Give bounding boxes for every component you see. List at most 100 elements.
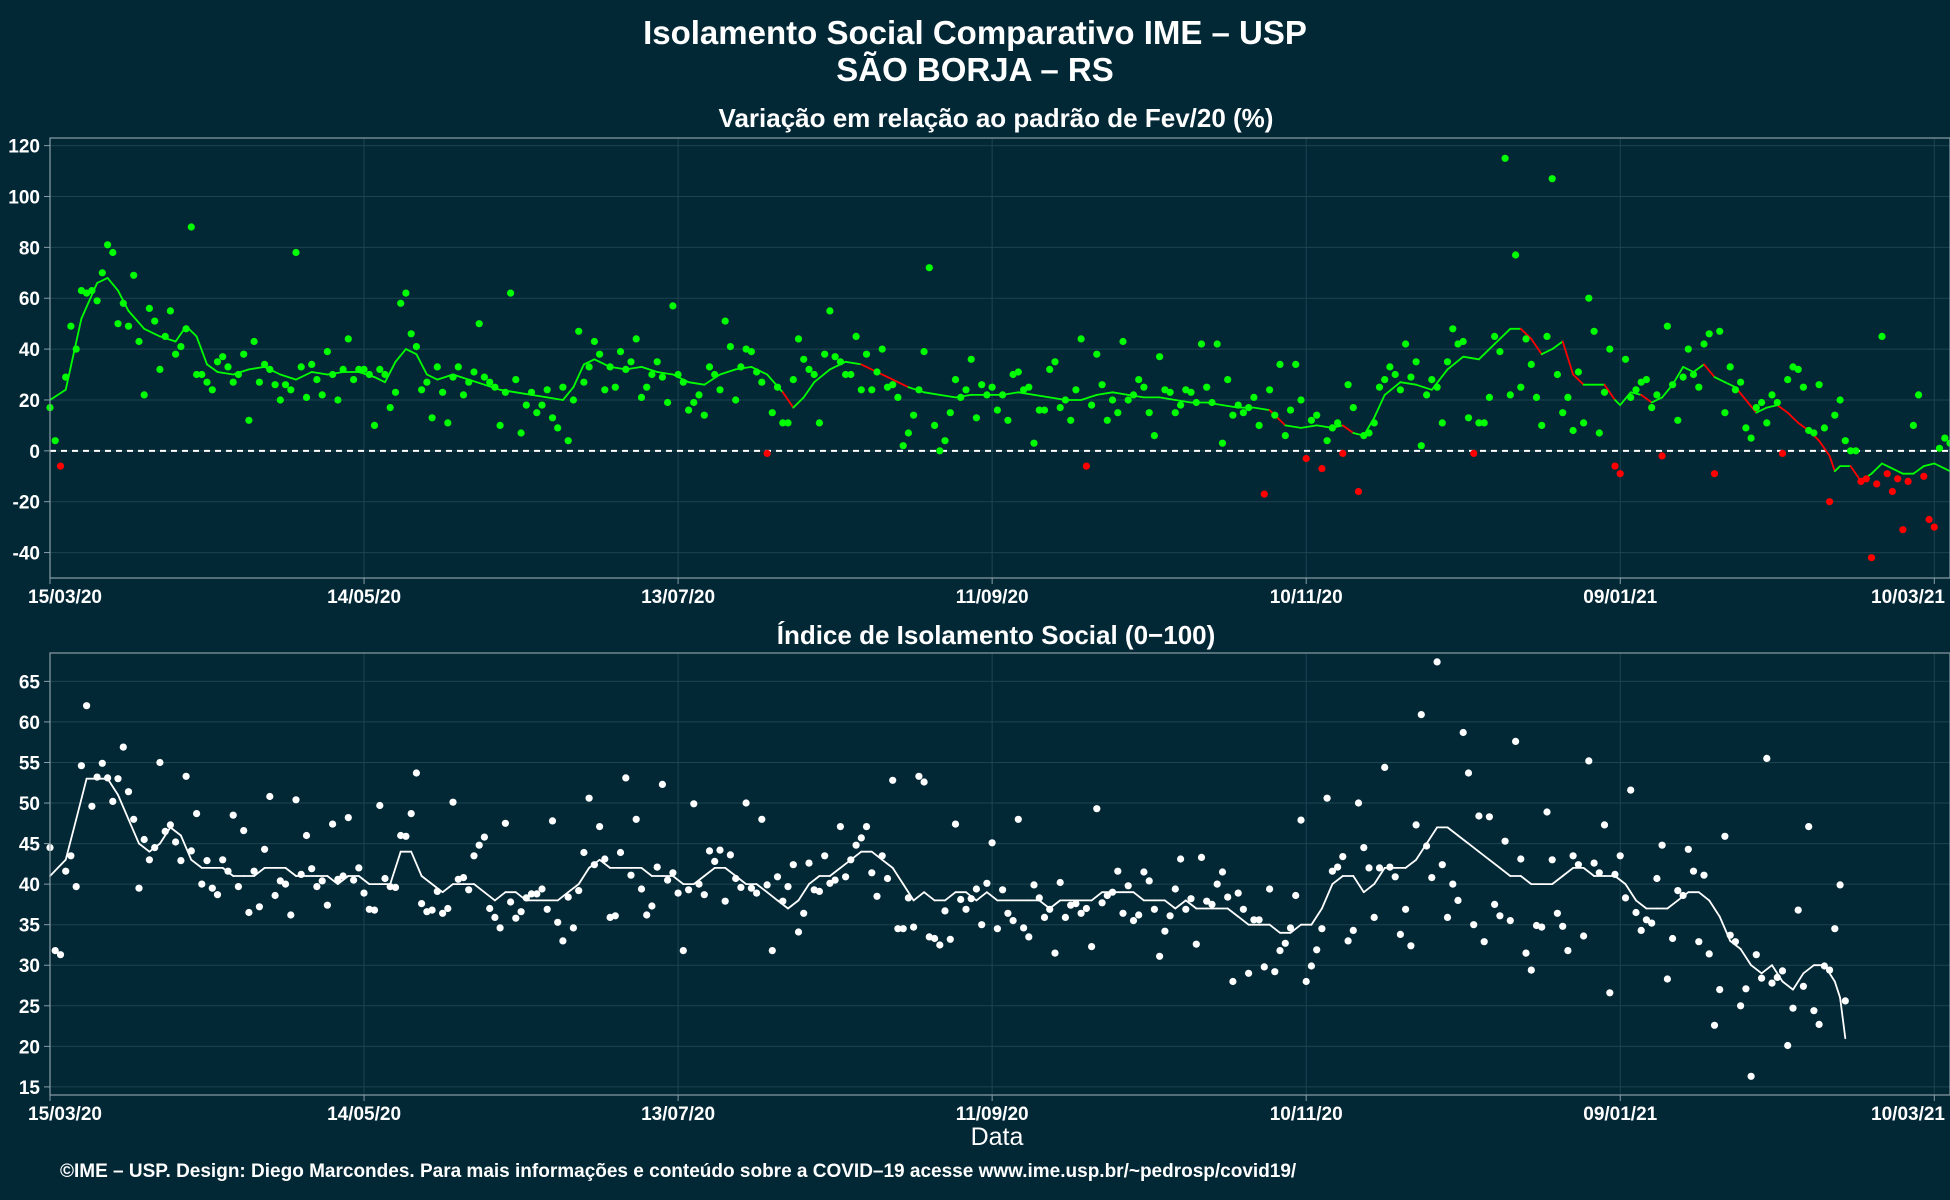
data-point: [1548, 175, 1556, 183]
data-point: [360, 889, 368, 897]
data-point: [533, 890, 541, 898]
data-point: [1412, 821, 1420, 829]
data-point: [1166, 388, 1174, 396]
data-point: [193, 370, 201, 379]
x-tick-label: 13/07/20: [641, 1104, 715, 1125]
data-point: [1742, 424, 1750, 432]
data-point: [1129, 917, 1138, 925]
trend-segment: [1462, 355, 1480, 361]
data-point: [234, 370, 242, 379]
data-point: [1145, 877, 1153, 885]
data-point: [433, 363, 441, 371]
data-point: [62, 373, 70, 381]
data-point: [276, 396, 284, 404]
data-point: [1726, 363, 1734, 371]
data-point: [538, 885, 546, 893]
data-point: [622, 365, 630, 373]
data-point: [465, 886, 473, 894]
trend-segment: [1373, 393, 1386, 419]
data-point: [261, 360, 269, 368]
data-point: [1208, 398, 1216, 407]
data-point: [1459, 728, 1467, 737]
data-point: [323, 348, 331, 356]
data-point: [1208, 900, 1216, 909]
data-point: [1522, 335, 1530, 343]
data-point: [77, 762, 85, 770]
trend-segment: [117, 794, 130, 821]
data-point: [1915, 391, 1923, 399]
trend-segment: [373, 376, 386, 384]
data-point: [936, 447, 944, 455]
data-point: [1909, 421, 1917, 429]
data-point: [1585, 757, 1593, 765]
trend-segment: [640, 867, 653, 877]
data-point: [130, 271, 138, 279]
data-point: [669, 302, 677, 310]
data-point: [386, 883, 394, 891]
trend-segment: [1399, 381, 1417, 386]
data-point: [575, 887, 583, 895]
data-point: [1742, 985, 1750, 993]
trend-segment: [75, 777, 88, 821]
data-point: [904, 429, 913, 437]
data-point: [1768, 979, 1776, 987]
data-point: [679, 378, 687, 386]
data-point: [1360, 844, 1368, 852]
y-tick-label: 20: [19, 1037, 40, 1058]
data-point: [88, 802, 96, 810]
trend-segment: [169, 826, 182, 837]
data-point: [873, 892, 881, 900]
data-point: [439, 909, 447, 917]
trend-segment: [1174, 899, 1187, 910]
data-point: [198, 370, 206, 379]
data-point: [800, 355, 808, 363]
panel1-y-axis: -40 -20 0 20 40 60 80 100 120: [8, 137, 50, 565]
panel1-frame: [49, 137, 1950, 579]
x-tick-label: 11/09/20: [956, 587, 1029, 608]
trend-segment: [1635, 899, 1648, 910]
data-point: [1763, 754, 1771, 763]
data-point: [1512, 251, 1520, 259]
data-point: [1375, 383, 1384, 391]
data-point: [512, 376, 520, 384]
data-point: [145, 856, 153, 864]
data-point: [1344, 381, 1352, 389]
data-point: [1417, 442, 1425, 450]
data-point: [193, 810, 201, 818]
data-point: [470, 368, 478, 376]
data-point: [1721, 409, 1729, 417]
data-point: [56, 951, 65, 959]
data-point: [391, 388, 400, 396]
trend-segment: [975, 891, 988, 902]
data-point: [1103, 891, 1111, 900]
data-point: [978, 921, 986, 929]
data-point: [130, 815, 138, 823]
data-point: [1391, 873, 1399, 881]
data-point: [695, 391, 703, 399]
data-point: [480, 373, 488, 381]
data-point: [1266, 386, 1274, 394]
data-point: [486, 378, 494, 386]
data-point: [1773, 973, 1781, 982]
data-point: [1108, 888, 1117, 896]
trend-segment: [138, 842, 151, 853]
data-point: [564, 437, 572, 445]
trend-segment: [719, 368, 737, 376]
data-point: [721, 897, 729, 905]
data-point: [1449, 880, 1457, 888]
data-point: [1836, 396, 1844, 404]
y-tick-label: 60: [19, 713, 40, 734]
data-point: [281, 381, 290, 389]
data-point: [1517, 383, 1525, 391]
data-point: [360, 365, 368, 373]
data-point: [1328, 867, 1336, 875]
data-point: [381, 874, 389, 883]
data-point: [1025, 383, 1033, 391]
data-point: [1679, 891, 1687, 900]
data-point: [836, 358, 845, 366]
data-point: [1569, 852, 1577, 860]
data-point: [1810, 429, 1818, 437]
data-point: [1616, 852, 1624, 860]
data-point: [737, 883, 745, 892]
data-point: [1093, 805, 1101, 813]
